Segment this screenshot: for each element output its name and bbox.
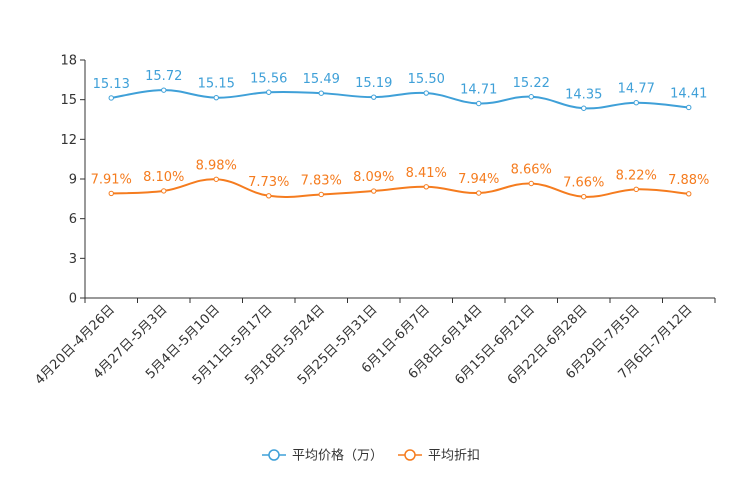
price-data-label: 14.41	[670, 86, 707, 101]
discount-data-label: 8.41%	[406, 166, 447, 181]
discount-data-label: 7.94%	[458, 172, 499, 187]
price-data-label: 15.22	[513, 76, 550, 91]
discount-data-label: 8.98%	[196, 158, 237, 173]
price-point	[423, 90, 429, 96]
discount-point	[528, 180, 534, 187]
price-point	[318, 90, 324, 96]
discount-point	[581, 194, 587, 200]
y-tick-label: 0	[69, 292, 77, 307]
price-point	[633, 100, 639, 106]
price-point	[581, 105, 587, 111]
discount-point	[371, 188, 377, 194]
discount-data-label: 7.91%	[91, 172, 132, 187]
data-labels-layer: 15.13 15.72 15.15 15.56 15.49 15.19 15.50 14.71…	[91, 69, 710, 191]
y-tick-label: 3	[69, 252, 77, 267]
price-data-label: 15.19	[355, 76, 392, 91]
price-series-line	[111, 89, 689, 110]
price-data-label: 15.50	[408, 72, 445, 87]
discount-data-label: 7.83%	[301, 173, 342, 188]
price-point	[108, 95, 114, 101]
discount-data-label: 7.73%	[248, 175, 289, 190]
discount-point	[423, 184, 429, 190]
price-data-label: 15.49	[303, 72, 340, 87]
discount-point	[161, 188, 167, 194]
price-data-label: 15.15	[198, 77, 235, 92]
y-tick-label: 18	[60, 54, 77, 69]
price-point	[476, 100, 482, 107]
legend: 平均价格（万） 平均折扣	[262, 448, 480, 464]
y-tick-label: 6	[69, 212, 77, 227]
y-tick-label: 9	[69, 173, 77, 188]
price-point	[528, 94, 534, 100]
legend-marker	[268, 449, 280, 461]
price-data-label: 15.72	[145, 69, 182, 84]
discount-point	[108, 190, 114, 197]
discount-data-label: 8.09%	[353, 170, 394, 185]
discount-data-label: 8.22%	[616, 168, 657, 183]
discount-point	[476, 190, 482, 196]
axes-layer: 03691215184月20日-4月26日4月27日-5月3日5月4日-5月10…	[32, 54, 716, 388]
price-data-label: 14.77	[618, 82, 655, 97]
discount-data-label: 7.88%	[668, 173, 709, 188]
legend-marker	[404, 449, 416, 461]
discount-series-line	[111, 178, 689, 199]
series-layer	[108, 87, 692, 200]
legend-label: 平均价格（万）	[292, 448, 383, 464]
price-point	[161, 87, 167, 93]
price-point	[686, 104, 692, 111]
discount-data-label: 8.10%	[143, 170, 184, 185]
discount-point	[686, 191, 692, 197]
discount-data-label: 8.66%	[511, 162, 552, 177]
legend-item-discount: 平均折扣	[398, 449, 480, 464]
discount-point	[633, 186, 639, 193]
price-point	[371, 94, 377, 100]
discount-point	[213, 176, 219, 182]
price-data-label: 14.71	[460, 83, 497, 98]
legend-item-price: 平均价格（万）	[262, 448, 383, 464]
price-data-label: 15.13	[93, 77, 130, 92]
discount-point	[318, 191, 324, 198]
price-data-label: 15.56	[250, 71, 287, 86]
price-data-label: 14.35	[565, 87, 602, 102]
price-point	[213, 94, 219, 101]
discount-data-label: 7.66%	[563, 176, 604, 191]
y-tick-label: 12	[60, 133, 77, 148]
y-tick-label: 15	[60, 93, 77, 108]
legend-label: 平均折扣	[428, 449, 480, 464]
price-point	[266, 89, 272, 95]
discount-point	[266, 193, 272, 199]
